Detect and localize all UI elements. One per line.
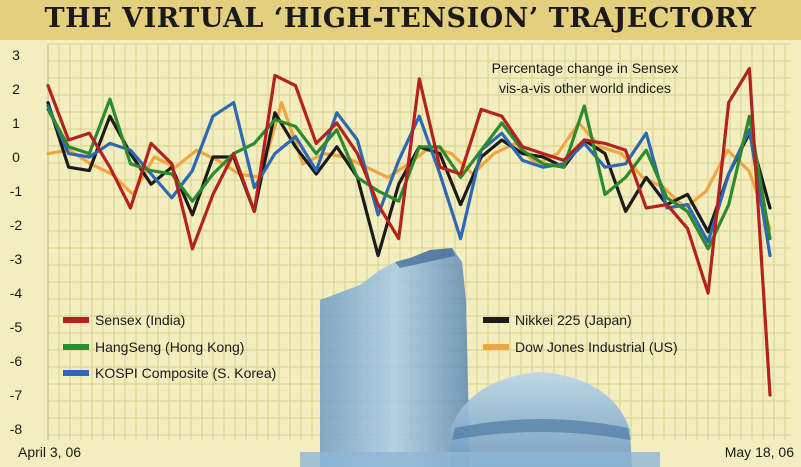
x-end-label: May 18, 06 bbox=[725, 444, 794, 460]
legend-label: Sensex (India) bbox=[95, 312, 185, 328]
x-start-label: April 3, 06 bbox=[18, 444, 81, 460]
legend-label: Dow Jones Industrial (US) bbox=[515, 339, 678, 355]
series-lines bbox=[46, 66, 772, 397]
legend-swatch bbox=[483, 317, 509, 323]
y-tick-label: 3 bbox=[12, 47, 20, 63]
y-tick-label: -1 bbox=[10, 183, 23, 199]
y-tick-label: 1 bbox=[12, 115, 20, 131]
y-tick-label: -4 bbox=[10, 285, 23, 301]
y-tick-label: -8 bbox=[10, 421, 23, 437]
legend-swatch bbox=[63, 370, 89, 376]
tower-shape bbox=[320, 248, 470, 467]
y-tick-label: -2 bbox=[10, 217, 23, 233]
title-bar bbox=[0, 0, 801, 40]
subtitle-line-2: vis-a-vis other world indices bbox=[499, 80, 671, 96]
dome-band bbox=[452, 419, 630, 440]
legend-swatch bbox=[63, 344, 89, 350]
building-illustration bbox=[300, 248, 660, 467]
legend-swatch bbox=[483, 344, 509, 350]
y-tick-label: 2 bbox=[12, 81, 20, 97]
chart-title: THE VIRTUAL ‘HIGH-TENSION’ TRAJECTORY bbox=[44, 3, 757, 34]
subtitle-line-1: Percentage change in Sensex bbox=[492, 60, 679, 76]
y-tick-label: -7 bbox=[10, 387, 23, 403]
ground-strip bbox=[300, 452, 660, 467]
legend-label: HangSeng (Hong Kong) bbox=[95, 339, 244, 355]
legend-label: KOSPI Composite (S. Korea) bbox=[95, 365, 276, 381]
tower-top bbox=[395, 248, 455, 268]
y-axis-labels: 3 2 1 0 -1 -2 -3 -4 -5 -6 -7 -8 bbox=[10, 47, 23, 437]
y-tick-label: 0 bbox=[12, 149, 20, 165]
y-tick-label: -5 bbox=[10, 319, 23, 335]
series-line bbox=[46, 66, 772, 397]
y-tick-label: -3 bbox=[10, 251, 23, 267]
chart-legend: Sensex (India) HangSeng (Hong Kong) KOSPI … bbox=[63, 312, 678, 381]
series-line bbox=[46, 100, 772, 258]
y-tick-label: -6 bbox=[10, 353, 23, 369]
legend-swatch bbox=[63, 317, 89, 323]
legend-label: Nikkei 225 (Japan) bbox=[515, 312, 632, 328]
series-line bbox=[46, 97, 772, 251]
